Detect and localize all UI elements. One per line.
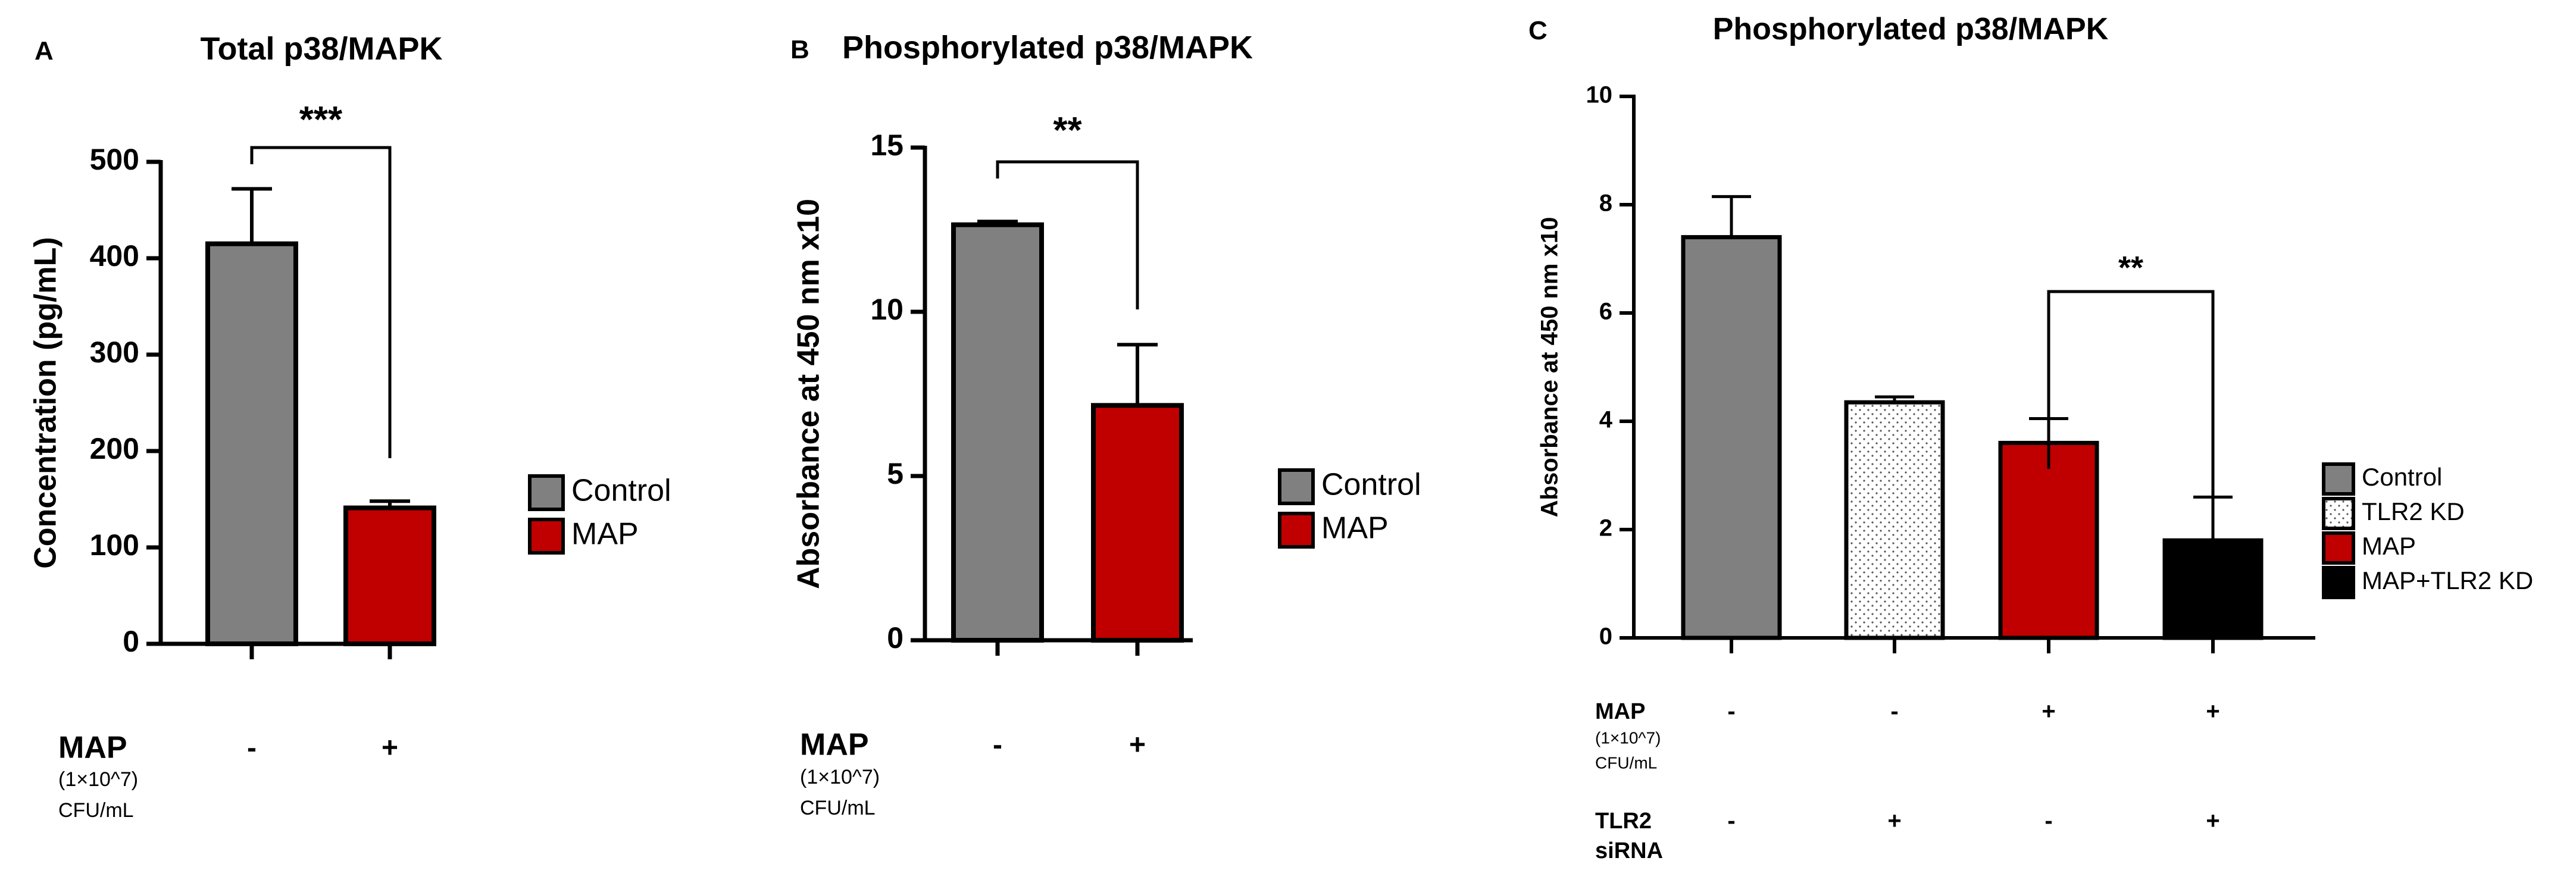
chart-panel-a: A Total p38/MAPK Concentration (pg/mL) 0 100… xyxy=(29,31,671,822)
y-tick-label: 300 xyxy=(90,336,139,369)
condition-value: + xyxy=(1887,808,1901,834)
y-tick-label: 4 xyxy=(1599,407,1613,433)
y-tick-label: 2 xyxy=(1599,515,1612,541)
y-tick-label: 500 xyxy=(90,143,139,176)
chart-panel-b: B Phosphorylated p38/MAPK Absorbance at 45… xyxy=(790,30,1421,819)
panel-letter: A xyxy=(35,36,54,65)
significance-bracket xyxy=(250,146,392,458)
chart-title: Phosphorylated p38/MAPK xyxy=(842,30,1253,65)
significance-label: ** xyxy=(2118,250,2143,286)
y-axis-label: Concentration (pg/mL) xyxy=(29,237,63,569)
y-tick-label: 8 xyxy=(1599,190,1612,217)
legend-swatch xyxy=(528,518,565,555)
legend: Control MAP xyxy=(1278,468,1421,549)
legend-swatch xyxy=(2322,531,2355,565)
y-tick-label: 400 xyxy=(90,239,139,273)
condition-value: + xyxy=(2206,699,2219,725)
y-tick-label: 15 xyxy=(870,129,904,162)
condition-sublabel: siRNA xyxy=(1595,838,1663,863)
condition-value: + xyxy=(382,732,398,764)
legend-label: TLR2 KD xyxy=(2362,497,2465,525)
panel-letter: C xyxy=(1528,16,1548,45)
condition-value: - xyxy=(993,730,1002,761)
legend-swatch xyxy=(2322,462,2355,496)
bar-map xyxy=(343,505,436,647)
legend-swatch xyxy=(2322,566,2355,599)
bar-map xyxy=(1998,440,2099,640)
condition-sublabel: (1×10^7) xyxy=(58,768,138,791)
legend-label: Control xyxy=(2362,463,2442,491)
chart-title: Total p38/MAPK xyxy=(200,31,442,67)
bar-map xyxy=(1091,403,1184,643)
bar-control xyxy=(951,222,1044,643)
condition-value: - xyxy=(1727,808,1735,834)
y-tick-label: 6 xyxy=(1599,299,1612,325)
condition-row: MAP (1×10^7) CFU/mL - + xyxy=(58,731,398,822)
legend-label: Control xyxy=(571,474,671,508)
y-tick-label: 10 xyxy=(870,293,904,326)
condition-label: TLR2 xyxy=(1595,809,1652,834)
condition-sublabel: CFU/mL xyxy=(1595,753,1657,772)
condition-sublabel: (1×10^7) xyxy=(1595,728,1661,747)
y-tick-label: 0 xyxy=(123,625,139,658)
condition-row: MAP (1×10^7) CFU/mL - - + + xyxy=(1595,699,2220,772)
significance-label: *** xyxy=(299,99,343,140)
chart-title: Phosphorylated p38/MAPK xyxy=(1713,12,2109,46)
y-axis-label: Absorbance at 450 nm x10 xyxy=(1537,217,1563,518)
y-tick-label: 5 xyxy=(887,457,904,490)
condition-sublabel: CFU/mL xyxy=(58,799,134,822)
y-axis-label: Absorbance at 450 nm x10 xyxy=(792,199,826,589)
y-tick-label: 10 xyxy=(1586,82,1613,108)
condition-value: - xyxy=(1727,699,1735,725)
legend: Control TLR2 KD MAP MAP+TLR2 KD xyxy=(2322,462,2533,599)
condition-sublabel: (1×10^7) xyxy=(800,766,880,788)
legend: Control MAP xyxy=(528,474,671,555)
legend-swatch xyxy=(1278,468,1315,505)
legend-label: MAP+TLR2 KD xyxy=(2362,566,2533,594)
y-tick-label: 0 xyxy=(1599,624,1612,650)
condition-label: MAP xyxy=(1595,699,1645,724)
legend-swatch xyxy=(528,474,565,511)
condition-sublabel: CFU/mL xyxy=(800,797,876,819)
legend-swatch xyxy=(1278,512,1315,549)
y-tick-label: 200 xyxy=(90,432,139,465)
condition-value: - xyxy=(247,732,257,764)
legend-label: Control xyxy=(1321,468,1421,502)
condition-label: MAP xyxy=(58,731,127,765)
condition-value: - xyxy=(1890,699,1898,725)
condition-value: + xyxy=(2206,808,2219,834)
condition-label: MAP xyxy=(800,728,869,762)
y-tick-label: 0 xyxy=(887,621,904,655)
bar-tlr2-kd xyxy=(1844,400,1945,640)
condition-value: + xyxy=(2042,699,2055,725)
bar-map-tlr2-kd xyxy=(2162,538,2264,640)
significance-label: ** xyxy=(1053,110,1082,151)
bar-control xyxy=(1681,235,1782,640)
chart-panel-c: C Phosphorylated p38/MAPK Absorbance at 45… xyxy=(1528,12,2533,863)
y-tick-label: 100 xyxy=(90,528,139,562)
legend-label: MAP xyxy=(2362,532,2416,560)
legend-swatch xyxy=(2322,497,2355,530)
condition-row: TLR2 siRNA - + - + xyxy=(1595,808,2220,863)
panel-letter: B xyxy=(790,35,809,64)
condition-value: - xyxy=(2044,808,2052,834)
condition-value: + xyxy=(1129,730,1146,761)
significance-bracket xyxy=(2047,290,2215,521)
legend-label: MAP xyxy=(571,517,639,552)
condition-row: MAP (1×10^7) CFU/mL - + xyxy=(800,728,1146,819)
legend-label: MAP xyxy=(1321,511,1389,546)
significance-bracket xyxy=(996,160,1139,309)
bar-control xyxy=(205,241,298,646)
